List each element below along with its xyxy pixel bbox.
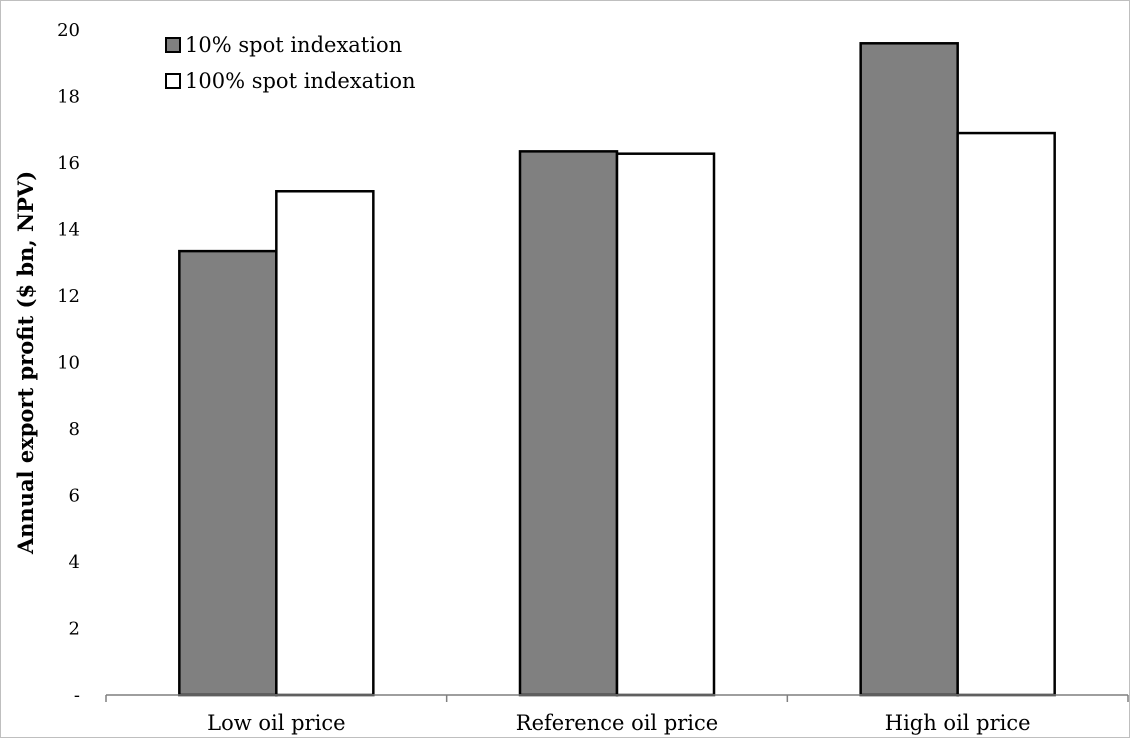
- legend-label: 100% spot indexation: [185, 69, 416, 93]
- bar-series-1: [859, 42, 959, 697]
- y-tick-label: 16: [57, 153, 80, 174]
- y-axis-ticks: - 2 4 6 8 10 12 14 16 18 20: [57, 20, 80, 706]
- y-tick-label: 14: [57, 220, 80, 241]
- y-tick-label: 20: [57, 20, 80, 41]
- legend-swatch: [165, 73, 181, 89]
- bar-series-2: [275, 190, 375, 697]
- y-tick-label: -: [74, 685, 80, 706]
- x-axis-category-labels: Low oil price Reference oil price High oil…: [207, 711, 1030, 735]
- y-tick-label: 6: [69, 486, 80, 507]
- x-category-label: Low oil price: [207, 711, 345, 735]
- legend-label: 10% spot indexation: [185, 33, 402, 57]
- y-tick-label: 10: [57, 353, 80, 374]
- bar-series-2: [956, 131, 1056, 697]
- x-category-label: High oil price: [885, 711, 1031, 735]
- bar-series-1: [178, 249, 278, 697]
- y-tick-label: 12: [57, 286, 80, 307]
- x-axis-ticks: [105, 695, 1129, 702]
- legend: 10% spot indexation 100% spot indexation: [165, 33, 416, 93]
- legend-swatch: [165, 37, 181, 53]
- y-axis-title: Annual export profit ($ bn, NPV): [13, 171, 38, 555]
- x-category-label: Reference oil price: [516, 711, 718, 735]
- bar-series-1: [518, 150, 619, 697]
- bar-series-2: [615, 152, 716, 697]
- y-tick-label: 2: [69, 619, 80, 640]
- y-tick-label: 4: [69, 552, 80, 573]
- bars: [178, 42, 1056, 697]
- y-tick-label: 18: [57, 87, 80, 108]
- y-tick-label: 8: [69, 419, 80, 440]
